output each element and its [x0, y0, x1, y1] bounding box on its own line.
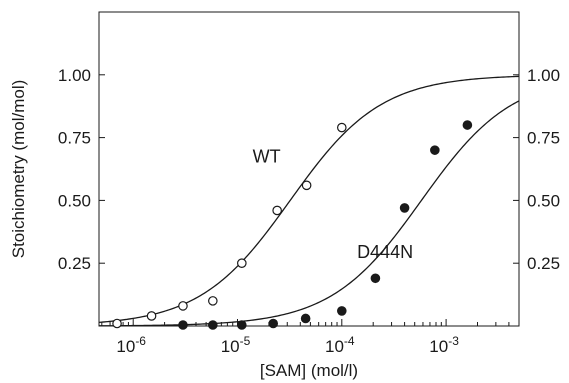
data-point-wt [272, 205, 282, 216]
data-point-wt [146, 311, 157, 321]
y-axis-title: Stoichiometry (mol/mol) [9, 80, 28, 259]
data-point-wt [336, 122, 347, 133]
data-point-d444n [237, 320, 247, 330]
series-label-wt: WT [253, 147, 281, 167]
data-point-d444n [430, 145, 440, 155]
data-point-d444n [370, 273, 381, 284]
data-point-d444n [208, 320, 218, 330]
data-point-d444n [268, 318, 279, 329]
data-point-d444n [178, 320, 188, 330]
data-point-d444n [336, 306, 347, 316]
y-tick-label-right: 1.00 [527, 66, 560, 85]
data-points [112, 120, 473, 330]
series-labels: WT D444N [253, 147, 414, 262]
ticks-group: 0.25 0.25 0.50 0.50 0.75 0.75 1.00 1.00 10-6 10-5… [58, 66, 560, 356]
y-tick-label-left: 1.00 [58, 66, 91, 85]
x-axis-title: [SAM] (mol/l) [260, 361, 358, 380]
data-point-d444n [300, 313, 311, 324]
x-tick-label: 10-5 [221, 334, 251, 356]
data-point-wt [301, 180, 312, 191]
fit-curve-wt [98, 75, 520, 324]
x-tick-label: 10-4 [325, 334, 355, 356]
data-point-d444n [399, 203, 410, 213]
y-tick-label-left: 0.50 [58, 191, 91, 210]
data-point-d444n [462, 120, 473, 130]
data-point-wt [178, 301, 188, 311]
x-tick-label: 10-6 [116, 334, 146, 356]
data-point-wt [112, 318, 122, 329]
fit-curves [98, 75, 520, 327]
data-point-wt [237, 258, 247, 268]
y-tick-label-left: 0.75 [58, 129, 91, 148]
y-tick-label-left: 0.25 [58, 254, 91, 273]
x-tick-label: 10-3 [429, 334, 459, 356]
series-label-d444n: D444N [357, 242, 413, 262]
axes-group [98, 11, 520, 327]
y-tick-label-right: 0.25 [527, 254, 560, 273]
plot-frame [98, 11, 520, 327]
fit-curve-d444n [98, 100, 520, 327]
y-tick-label-right: 0.50 [527, 191, 560, 210]
data-point-wt [208, 296, 218, 306]
y-tick-label-right: 0.75 [527, 129, 560, 148]
